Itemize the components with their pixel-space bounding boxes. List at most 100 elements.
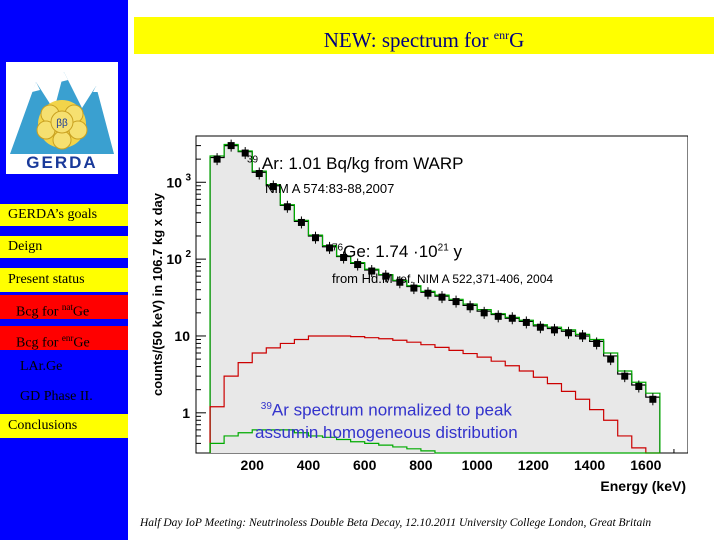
data-point [550,326,558,334]
y-axis-title: counts/(50 keV) in 106.7 kg x day [150,192,165,396]
ar-sup: 39 [247,154,259,166]
data-point [297,218,305,226]
title-suffix: G [509,28,525,52]
data-point [424,289,432,297]
nav-item-sup: enr [61,333,74,343]
series-step [209,429,660,454]
x-tick-label: 1200 [518,457,549,473]
norm-sup: 39 [260,401,272,412]
nav-item-phase-ii[interactable]: GD Phase II. [0,386,93,408]
nav-item-bcg-enr[interactable]: Bcg for enrGe [0,326,128,351]
x-tick-label: 400 [297,457,321,473]
x-axis-title: Energy (keV) [600,478,686,494]
footer-text: Half Day IoP Meeting: Neutrinoless Doubl… [140,517,652,529]
ge-sup: 76 [332,242,344,254]
nav-item-label: GD Phase II. [20,389,93,404]
annotation-ar: 39 Ar: 1.01 Bq/kg from WARP [247,154,463,174]
y-tick-sup: 2 [185,249,191,260]
page-title: NEW: spectrum for enrG [134,17,714,59]
svg-text:ββ: ββ [56,118,68,129]
data-point [326,244,334,252]
nav-item-sup: nat [61,302,73,312]
y-tick-label: 10 [174,328,190,344]
norm-line1-text: Ar spectrum normalized to peak [271,400,512,420]
data-point [522,318,530,326]
nav-item-present-status[interactable]: Present status [0,268,128,292]
nav-item-large[interactable]: LAr.Ge [0,356,62,378]
nav-item-label: Deign [8,239,43,254]
data-point [255,170,263,178]
data-point [536,323,544,331]
data-point [368,267,376,275]
nav-item-suffix: Ge [72,304,90,320]
data-point [579,332,587,340]
data-point [508,314,516,322]
data-point [340,253,348,261]
ar-text: Ar: 1.01 Bq/kg from WARP [258,154,464,173]
data-point [269,183,277,191]
data-point [621,372,629,380]
norm-line-2: assumin homogeneous distribution [255,422,518,444]
title-prefix: NEW: spectrum for [323,28,494,52]
x-tick-label: 600 [353,457,377,473]
svg-text:GERDA: GERDA [26,153,97,172]
ge-ref-b: ref. NIM A 522,371-406, 2004 [396,272,554,286]
data-point [565,329,573,337]
nav-item-design[interactable]: Deign [0,236,128,258]
ge-text-b: y [448,242,462,261]
x-tick-label: 1600 [630,457,661,473]
nav-item-conclusions[interactable]: Conclusions [0,414,128,438]
gerda-logo: ββ GERDA [6,62,118,174]
annotation-ar-ref: NIM A 574:83-88,2007 [265,181,394,196]
nav-item-goals[interactable]: GERDA’s goals [0,204,128,226]
data-point [410,284,418,292]
nav-item-suffix: Ge [73,335,90,351]
data-point [480,309,488,317]
data-point [607,355,615,363]
nav-item-label: GERDA’s goals [8,207,98,222]
nav-item-bcg-nat[interactable]: Bcg for natGe [0,295,128,320]
y-tick-label: 1 [182,405,190,421]
data-point [354,261,362,269]
data-point [382,272,390,280]
nav-item-label: Bcg for [16,335,62,351]
series-step [209,143,661,453]
ar-ref-text: NIM A 574:83-88,2007 [265,181,395,196]
norm-line2-text: assumin homogeneous distribution [255,422,518,442]
data-point [635,383,643,391]
ge-text-a: Ge: 1.74 ·10 [343,242,438,261]
data-point [283,203,291,211]
ge-sup2: 21 [437,242,449,254]
data-point [438,293,446,301]
y-tick-sup: 3 [185,172,191,183]
x-tick-label: 1400 [574,457,605,473]
data-point [593,339,601,347]
nav-item-label: LAr.Ge [20,359,63,374]
norm-line-1: 39Ar spectrum normalized to peak [255,396,518,422]
data-point [466,303,474,311]
footer: Half Day IoP Meeting: Neutrinoless Doubl… [140,517,710,529]
data-point [494,312,502,320]
title-sup: enr [493,28,510,42]
nav-item-label: Conclusions [8,418,78,433]
annotation-ge: 76Ge: 1.74 ·1021 y [332,242,462,262]
data-point [213,155,221,163]
data-point [311,234,319,242]
x-tick-label: 1000 [462,457,493,473]
annotation-normalization: 39Ar spectrum normalized to peak assumin… [255,396,518,444]
data-point [452,298,460,306]
series-step [209,335,660,454]
data-point [241,149,249,157]
y-tick-label: 10 [166,174,182,190]
title-bar: NEW: spectrum for enrG [134,17,714,54]
y-tick-label: 10 [166,251,182,267]
x-tick-label: 800 [409,457,433,473]
data-point [396,278,404,286]
nav-item-label: Bcg for [16,304,62,320]
chart-series [209,139,661,454]
series-fill [210,145,660,453]
gerda-logo-graphic: ββ GERDA [6,62,118,174]
data-point [227,142,235,150]
